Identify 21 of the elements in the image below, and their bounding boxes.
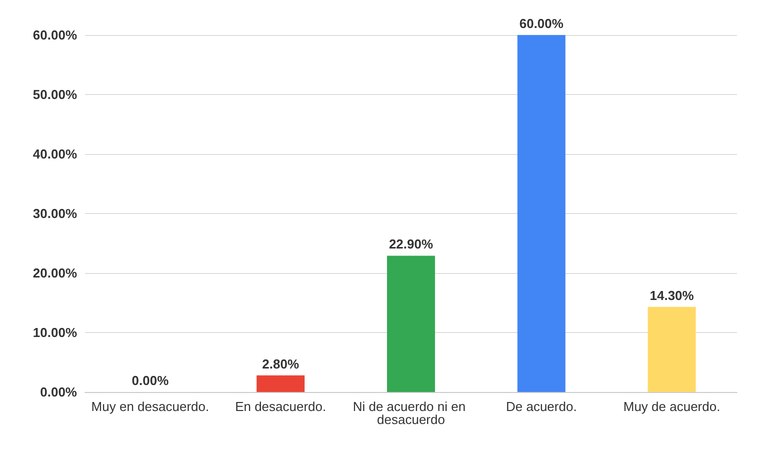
x-tick-label: En desacuerdo. xyxy=(235,399,326,414)
data-label: 2.80% xyxy=(262,356,300,372)
x-tick-label: Ni de acuerdo ni en desacuerdo xyxy=(352,399,470,427)
data-label: 22.90% xyxy=(388,236,434,252)
x-tick-label: Muy en desacuerdo. xyxy=(91,399,210,414)
y-tick-label: 40.00% xyxy=(32,146,78,162)
data-label: 60.00% xyxy=(519,16,564,31)
bar xyxy=(517,35,566,392)
bar xyxy=(648,306,696,392)
y-tick-label: 50.00% xyxy=(32,87,78,102)
data-label: 0.00% xyxy=(132,373,170,388)
data-label: 14.30% xyxy=(650,288,694,303)
y-tick-label: 30.00% xyxy=(32,206,78,221)
bar xyxy=(256,375,305,392)
y-tick-label: 0.00% xyxy=(40,384,78,400)
y-tick-label: 10.00% xyxy=(32,325,78,340)
y-tick-label: 60.00% xyxy=(32,28,78,42)
x-tick-label: De acuerdo. xyxy=(506,399,577,414)
y-tick-label: 20.00% xyxy=(32,266,78,280)
bar xyxy=(387,256,435,392)
x-tick-label: Muy de acuerdo. xyxy=(623,399,720,414)
